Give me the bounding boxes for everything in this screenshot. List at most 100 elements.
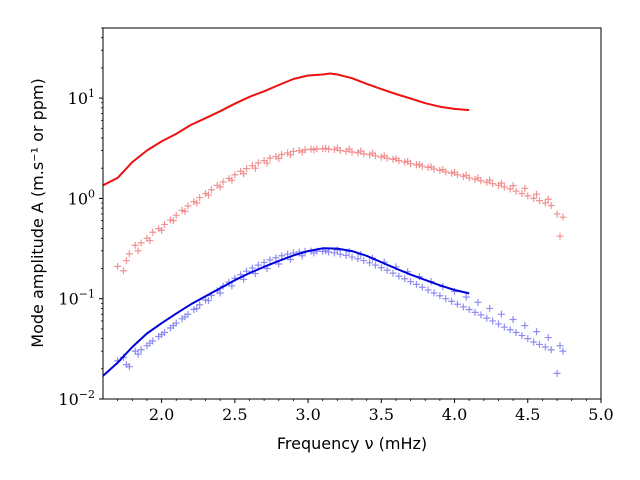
data-point (559, 213, 567, 221)
data-point (122, 257, 130, 265)
data-point (544, 195, 552, 203)
data-point (243, 165, 251, 173)
data-point (348, 253, 356, 261)
data-point (146, 237, 154, 245)
data-point (442, 295, 450, 303)
data-point (354, 255, 362, 263)
data-point (369, 149, 377, 157)
data-point (204, 191, 212, 199)
data-point (424, 286, 432, 294)
data-point (489, 180, 497, 188)
data-point (389, 269, 397, 277)
data-point (474, 298, 482, 306)
data-point (278, 150, 286, 158)
data-point (415, 160, 423, 168)
data-point (263, 159, 271, 167)
data-point (512, 329, 520, 337)
data-point (412, 280, 420, 288)
data-point (146, 339, 154, 347)
data-point (462, 293, 470, 301)
data-point (196, 194, 204, 202)
data-point (500, 183, 508, 191)
y-axis-label: Mode amplitude A (m.s⁻¹ or ppm) (28, 78, 47, 347)
data-point (298, 148, 306, 156)
data-point (357, 147, 365, 155)
data-point (451, 168, 459, 176)
data-point (489, 317, 497, 325)
data-point (509, 316, 517, 324)
data-point (266, 256, 274, 264)
data-point (404, 157, 412, 165)
data-point (193, 199, 201, 207)
data-point (158, 226, 166, 234)
data-point (395, 272, 403, 280)
x-axis: 2.0 2.5 3.0 3.5 4.0 4.5 5.0 (117, 399, 614, 424)
data-point (266, 154, 274, 162)
data-point (228, 176, 236, 184)
data-point (254, 159, 262, 167)
data-point (336, 250, 344, 258)
data-point (216, 289, 224, 297)
x-tick-label: 4.0 (442, 405, 467, 424)
data-point (207, 186, 215, 194)
data-point (439, 166, 447, 174)
data-point (535, 197, 543, 205)
data-point (169, 322, 177, 330)
data-point (512, 187, 520, 195)
y-tick-label: 10−1 (58, 288, 95, 309)
data-point (137, 346, 145, 354)
y-tick-label: 101 (68, 87, 95, 108)
data-point (465, 306, 473, 314)
data-point (125, 250, 133, 258)
data-point (377, 264, 385, 272)
data-point (544, 334, 552, 342)
data-point (120, 267, 128, 275)
data-point (553, 369, 561, 377)
data-point (193, 304, 201, 312)
data-point (541, 199, 549, 207)
data-point (310, 146, 318, 154)
data-point (533, 328, 541, 336)
data-point (231, 171, 239, 179)
data-point (483, 314, 491, 322)
data-point (342, 251, 350, 259)
data-point (371, 261, 379, 269)
x-tick-label: 2.0 (149, 405, 174, 424)
y-tick-label: 100 (68, 187, 95, 208)
data-point (260, 258, 268, 266)
data-point (497, 310, 505, 318)
data-point (427, 163, 435, 171)
data-point (418, 283, 426, 291)
data-point (181, 313, 189, 321)
data-point (497, 179, 505, 187)
data-point (172, 211, 180, 219)
data-point (506, 326, 514, 334)
data-point (149, 228, 157, 236)
data-point (240, 170, 248, 178)
series-line-red-model (102, 72, 470, 187)
data-point (158, 330, 166, 338)
x-tick-label: 3.5 (369, 405, 394, 424)
data-point (518, 331, 526, 339)
data-point (521, 322, 529, 330)
data-point (219, 178, 227, 186)
x-tick-label: 5.0 (588, 405, 613, 424)
data-point (322, 144, 330, 152)
data-point (169, 217, 177, 225)
data-point (131, 241, 139, 249)
data-point (494, 320, 502, 328)
y-axis: 10−2 10−1 100 101 (58, 27, 103, 409)
data-point (524, 335, 532, 343)
data-point (392, 154, 400, 162)
data-point (275, 154, 283, 162)
data-point (122, 361, 130, 369)
data-point (547, 201, 555, 209)
data-point (216, 183, 224, 191)
data-point (401, 275, 409, 283)
data-point (204, 296, 212, 304)
data-point (161, 220, 169, 228)
data-point (547, 346, 555, 354)
data-point (407, 278, 415, 286)
data-point (196, 301, 204, 309)
